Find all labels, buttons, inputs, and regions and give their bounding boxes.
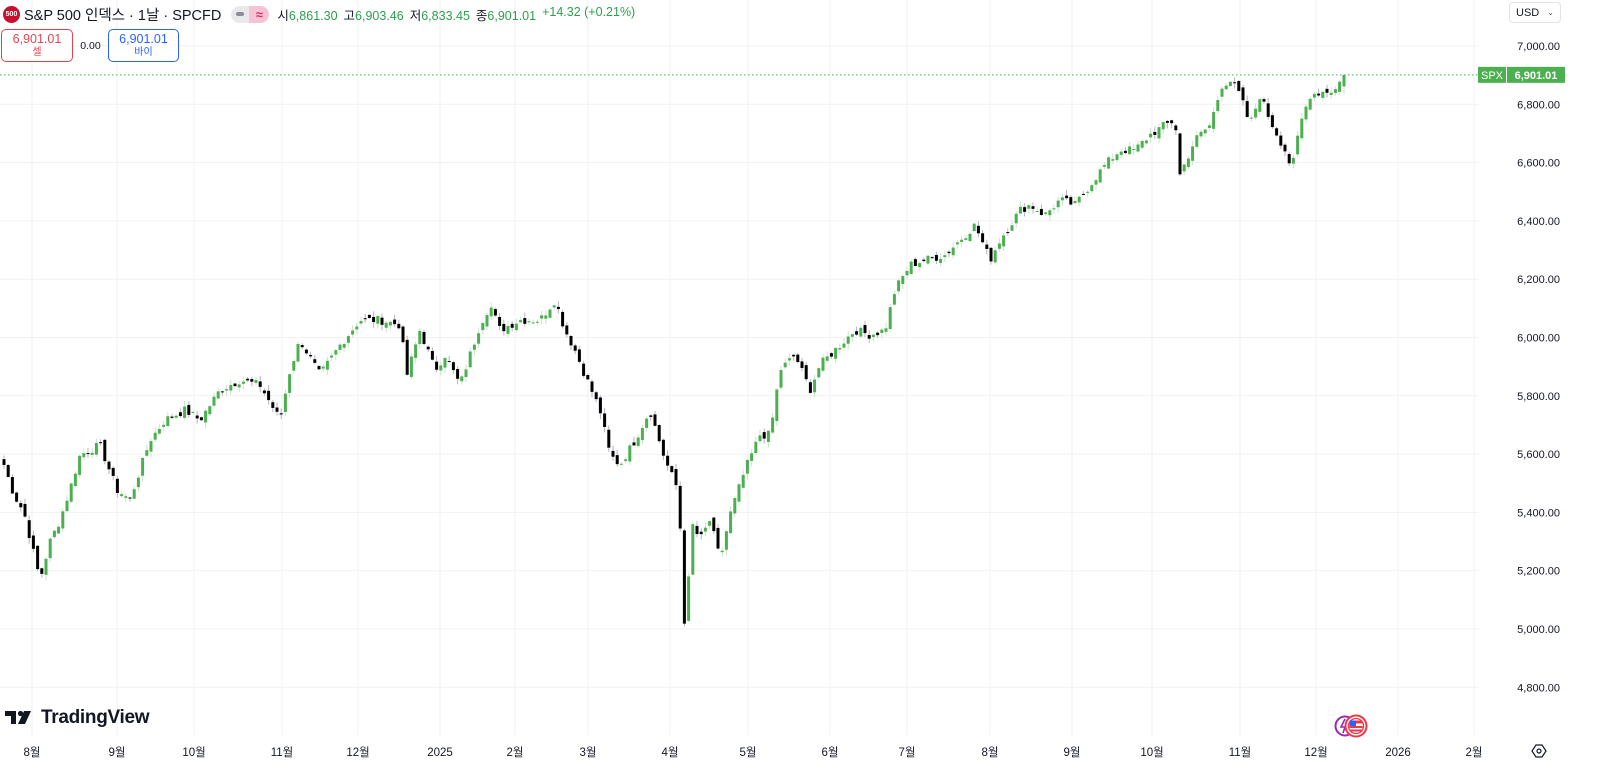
chart-settings-icon[interactable] [1531, 743, 1547, 759]
x-axis-label: 11월 [271, 746, 294, 759]
y-axis-label: 5,800.00 [1517, 391, 1560, 403]
x-axis-label: 4월 [662, 746, 679, 759]
open-label: 시 [277, 8, 289, 23]
y-axis-label: 5,000.00 [1517, 624, 1560, 636]
ohlc-values: 시6,861.30 고6,903.46 저6,833.45 종6,901.01 … [277, 5, 635, 24]
symbol-title[interactable]: S&P 500 인덱스 · 1날 · SPCFD [24, 7, 222, 24]
y-axis-label: 7,000.00 [1517, 41, 1560, 53]
y-axis-label: 6,400.00 [1517, 216, 1560, 228]
mode-toggle[interactable]: ≈ [231, 5, 270, 23]
x-axis-label: 8월 [24, 746, 41, 759]
y-axis-label: 6,600.00 [1517, 158, 1560, 170]
high-label: 고 [343, 8, 356, 23]
currency-label: USD [1516, 6, 1540, 19]
x-axis-label: 9월 [1064, 746, 1081, 759]
change-value: +14.32 (+0.21%) [542, 4, 636, 19]
low-value: 6,833.45 [421, 8, 470, 23]
low-label: 저 [409, 8, 422, 23]
high-value: 6,903.46 [355, 8, 404, 23]
symbol-tag-label: SPX [1481, 70, 1504, 82]
symbol-tag [1478, 66, 1506, 83]
buy-label: 바이 [134, 46, 153, 58]
minus-icon[interactable] [231, 5, 250, 23]
x-axis-label: 10월 [182, 746, 205, 759]
spread-value: 0.00 [80, 39, 101, 52]
x-axis-label: 7월 [899, 746, 916, 759]
y-axis-label: 6,000.00 [1517, 333, 1560, 345]
trade-panel: 6,901.01 셀 0.00 6,901.01 바이 [1, 29, 179, 62]
sell-price: 6,901.01 [12, 31, 62, 46]
x-axis-label: 2026 [1385, 747, 1411, 759]
x-axis-label: 12월 [1304, 746, 1327, 759]
logo-text: TradingView [41, 707, 150, 728]
y-axis-label: 4,800.00 [1517, 682, 1560, 694]
x-axis-label: 9월 [109, 746, 126, 759]
chevron-down-icon: ⌄ [1547, 8, 1554, 17]
sell-label: 셀 [32, 46, 42, 58]
close-label: 종 [475, 8, 488, 23]
economic-events-icon[interactable] [1334, 714, 1372, 738]
buy-button[interactable]: 6,901.01 바이 [108, 29, 179, 62]
x-axis-label: 10월 [1140, 746, 1163, 759]
x-axis-label: 2월 [507, 746, 524, 759]
price-tag [1507, 66, 1565, 83]
symbol-logo-icon: 500 [3, 5, 20, 23]
close-value: 6,901.01 [487, 8, 537, 23]
y-axis-label: 5,400.00 [1517, 507, 1560, 519]
x-axis-label: 2025 [427, 747, 453, 759]
x-axis-label: 8월 [982, 746, 999, 759]
x-axis-label: 5월 [740, 746, 757, 759]
tradingview-logo-icon [5, 710, 35, 726]
buy-price: 6,901.01 [119, 31, 168, 46]
x-axis-label: 3월 [580, 746, 597, 759]
price-tag-label: 6,901.01 [1515, 70, 1558, 82]
y-axis-label: 6,800.00 [1517, 99, 1560, 111]
currency-select[interactable]: USD ⌄ [1509, 2, 1561, 23]
x-axis-label: 6월 [822, 746, 839, 759]
candles [2, 74, 1346, 627]
open-value: 6,861.30 [288, 8, 338, 23]
approx-icon[interactable]: ≈ [249, 5, 270, 23]
tradingview-logo[interactable]: TradingView [5, 707, 150, 729]
y-axis-label: 6,200.00 [1517, 274, 1560, 286]
sell-button[interactable]: 6,901.01 셀 [1, 29, 73, 62]
legend-header: 500 S&P 500 인덱스 · 1날 · SPCFD ≈ 시6,861.30… [3, 3, 635, 25]
x-axis-label: 11월 [1229, 746, 1252, 759]
y-axis-label: 5,600.00 [1517, 449, 1560, 461]
y-axis-label: 5,200.00 [1517, 566, 1560, 578]
x-axis-label: 2월 [1466, 746, 1483, 759]
x-axis-label: 12월 [346, 746, 369, 759]
